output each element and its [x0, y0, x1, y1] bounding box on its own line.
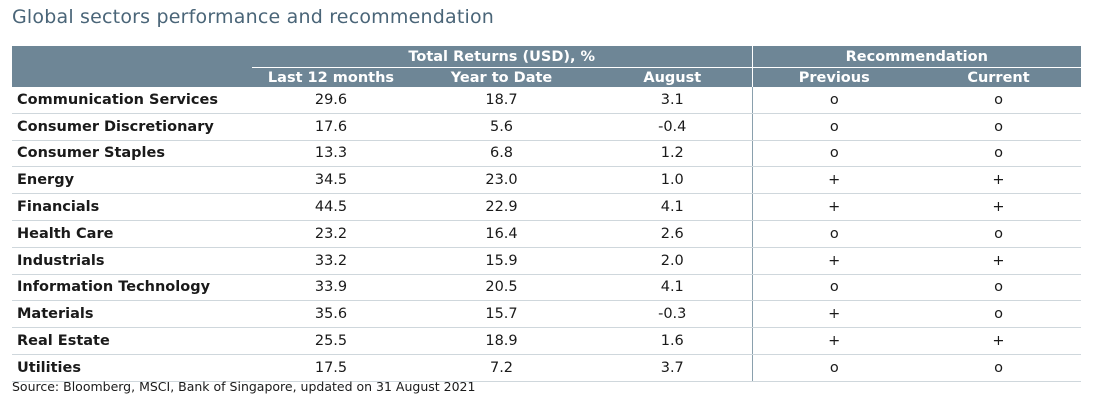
last-12-months-value: 13.3: [252, 140, 410, 168]
last-12-months-value: 25.5: [252, 327, 410, 355]
previous-recommendation: o: [751, 220, 916, 248]
year-to-date-value: 16.4: [410, 220, 593, 248]
august-value: -0.3: [593, 300, 752, 329]
sector-name: Consumer Discretionary: [12, 113, 252, 141]
last-12-months-value: 29.6: [252, 87, 410, 114]
last-12-months-value: 23.2: [252, 220, 410, 248]
year-to-date-value: 5.6: [410, 113, 593, 141]
page-title: Global sectors performance and recommend…: [12, 6, 495, 28]
sector-name: Consumer Staples: [12, 140, 252, 168]
table-row: Materials 35.6 15.7 -0.3 + o: [12, 300, 1081, 329]
table-row: Utilities 17.5 7.2 3.7 o o: [12, 354, 1081, 382]
previous-recommendation: o: [751, 354, 916, 382]
sector-name: Energy: [12, 166, 252, 195]
table-row: Industrials 33.2 15.9 2.0 + +: [12, 247, 1081, 275]
current-recommendation: o: [916, 274, 1081, 302]
last-12-months-value: 35.6: [252, 300, 410, 329]
august-value: 1.6: [593, 327, 752, 355]
column-header-current: Current: [916, 67, 1081, 87]
source-note: Source: Bloomberg, MSCI, Bank of Singapo…: [12, 379, 476, 394]
previous-recommendation: o: [751, 140, 916, 168]
sector-name: Information Technology: [12, 274, 252, 302]
sector-name: Materials: [12, 300, 252, 329]
last-12-months-value: 17.5: [252, 354, 410, 382]
sector-name: Communication Services: [12, 87, 252, 114]
year-to-date-value: 15.9: [410, 247, 593, 275]
last-12-months-value: 33.2: [252, 247, 410, 275]
year-to-date-value: 23.0: [410, 166, 593, 195]
sector-name: Utilities: [12, 354, 252, 382]
table-header: Total Returns (USD), % Recommendation La…: [12, 46, 1081, 87]
year-to-date-value: 20.5: [410, 274, 593, 302]
table-row: Consumer Discretionary 17.6 5.6 -0.4 o o: [12, 113, 1081, 141]
previous-recommendation: +: [751, 300, 916, 329]
header-blank-2: [12, 67, 252, 87]
current-recommendation: o: [916, 140, 1081, 168]
sector-name: Industrials: [12, 247, 252, 275]
previous-recommendation: +: [751, 327, 916, 355]
year-to-date-value: 22.9: [410, 193, 593, 221]
current-recommendation: o: [916, 300, 1081, 329]
current-recommendation: o: [916, 113, 1081, 141]
last-12-months-value: 44.5: [252, 193, 410, 221]
august-value: 4.1: [593, 193, 752, 221]
august-value: 4.1: [593, 274, 752, 302]
last-12-months-value: 17.6: [252, 113, 410, 141]
previous-recommendation: +: [751, 166, 916, 195]
august-value: 2.0: [593, 247, 752, 275]
year-to-date-value: 7.2: [410, 354, 593, 382]
table-row: Health Care 23.2 16.4 2.6 o o: [12, 220, 1081, 248]
table-body: Communication Services 29.6 18.7 3.1 o o…: [12, 87, 1081, 382]
sector-name: Financials: [12, 193, 252, 221]
year-to-date-value: 6.8: [410, 140, 593, 168]
column-header-last-12-months: Last 12 months: [252, 67, 410, 87]
current-recommendation: +: [916, 166, 1081, 195]
current-recommendation: +: [916, 247, 1081, 275]
august-value: 2.6: [593, 220, 752, 248]
august-value: -0.4: [593, 113, 752, 141]
sector-name: Real Estate: [12, 327, 252, 355]
august-value: 1.2: [593, 140, 752, 168]
column-header-august: August: [593, 67, 752, 87]
sector-name: Health Care: [12, 220, 252, 248]
august-value: 3.7: [593, 354, 752, 382]
year-to-date-value: 18.7: [410, 87, 593, 114]
current-recommendation: o: [916, 220, 1081, 248]
header-group-recommendation: Recommendation: [751, 46, 1081, 68]
year-to-date-value: 15.7: [410, 300, 593, 329]
column-header-year-to-date: Year to Date: [410, 67, 593, 87]
previous-recommendation: +: [751, 193, 916, 221]
previous-recommendation: o: [751, 113, 916, 141]
table-row: Real Estate 25.5 18.9 1.6 + +: [12, 327, 1081, 355]
table-row: Financials 44.5 22.9 4.1 + +: [12, 193, 1081, 221]
table-row: Communication Services 29.6 18.7 3.1 o o: [12, 87, 1081, 114]
sector-table: Total Returns (USD), % Recommendation La…: [12, 46, 1081, 382]
table-row: Information Technology 33.9 20.5 4.1 o o: [12, 274, 1081, 302]
header-blank: [12, 46, 252, 68]
current-recommendation: o: [916, 87, 1081, 114]
table-row: Energy 34.5 23.0 1.0 + +: [12, 166, 1081, 195]
previous-recommendation: o: [751, 274, 916, 302]
column-header-previous: Previous: [751, 67, 916, 87]
last-12-months-value: 34.5: [252, 166, 410, 195]
august-value: 1.0: [593, 166, 752, 195]
current-recommendation: o: [916, 354, 1081, 382]
august-value: 3.1: [593, 87, 752, 114]
previous-recommendation: o: [751, 87, 916, 114]
year-to-date-value: 18.9: [410, 327, 593, 355]
current-recommendation: +: [916, 193, 1081, 221]
table-row: Consumer Staples 13.3 6.8 1.2 o o: [12, 140, 1081, 168]
header-group-returns: Total Returns (USD), %: [252, 46, 752, 68]
current-recommendation: +: [916, 327, 1081, 355]
previous-recommendation: +: [751, 247, 916, 275]
last-12-months-value: 33.9: [252, 274, 410, 302]
